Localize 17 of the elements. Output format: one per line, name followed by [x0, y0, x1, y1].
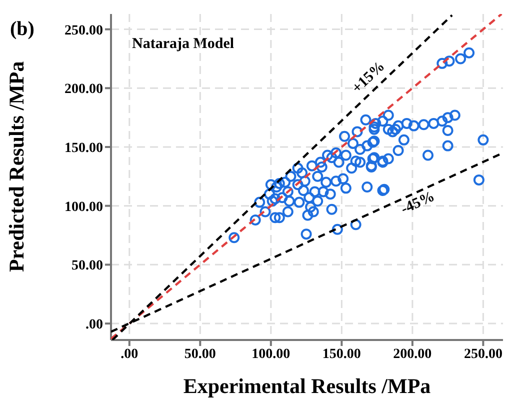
y-tick-label: 50.00 [72, 258, 103, 274]
x-tick-label: 100.00 [252, 346, 290, 362]
x-tick-label: .00 [120, 346, 138, 362]
annotation: Nataraja Model [132, 36, 234, 53]
x-tick-label: 250.00 [464, 346, 502, 362]
y-tick-label: .00 [86, 317, 103, 332]
chart-title: (b) [10, 18, 34, 41]
y-tick-label: 250.00 [64, 23, 103, 38]
y-tick-label: 100.00 [64, 200, 103, 215]
x-tick-label: 50.00 [184, 346, 216, 362]
y-axis-title: Predicted Results /MPa [4, 60, 28, 272]
x-tick-label: 150.00 [322, 346, 361, 362]
x-axis-title: Experimental Results /MPa [183, 374, 432, 398]
x-tick-label: 200.00 [393, 346, 432, 362]
y-tick-label: 150.00 [64, 140, 103, 156]
y-tick-label: 200.00 [64, 82, 103, 98]
annotation: -45% [398, 188, 438, 218]
